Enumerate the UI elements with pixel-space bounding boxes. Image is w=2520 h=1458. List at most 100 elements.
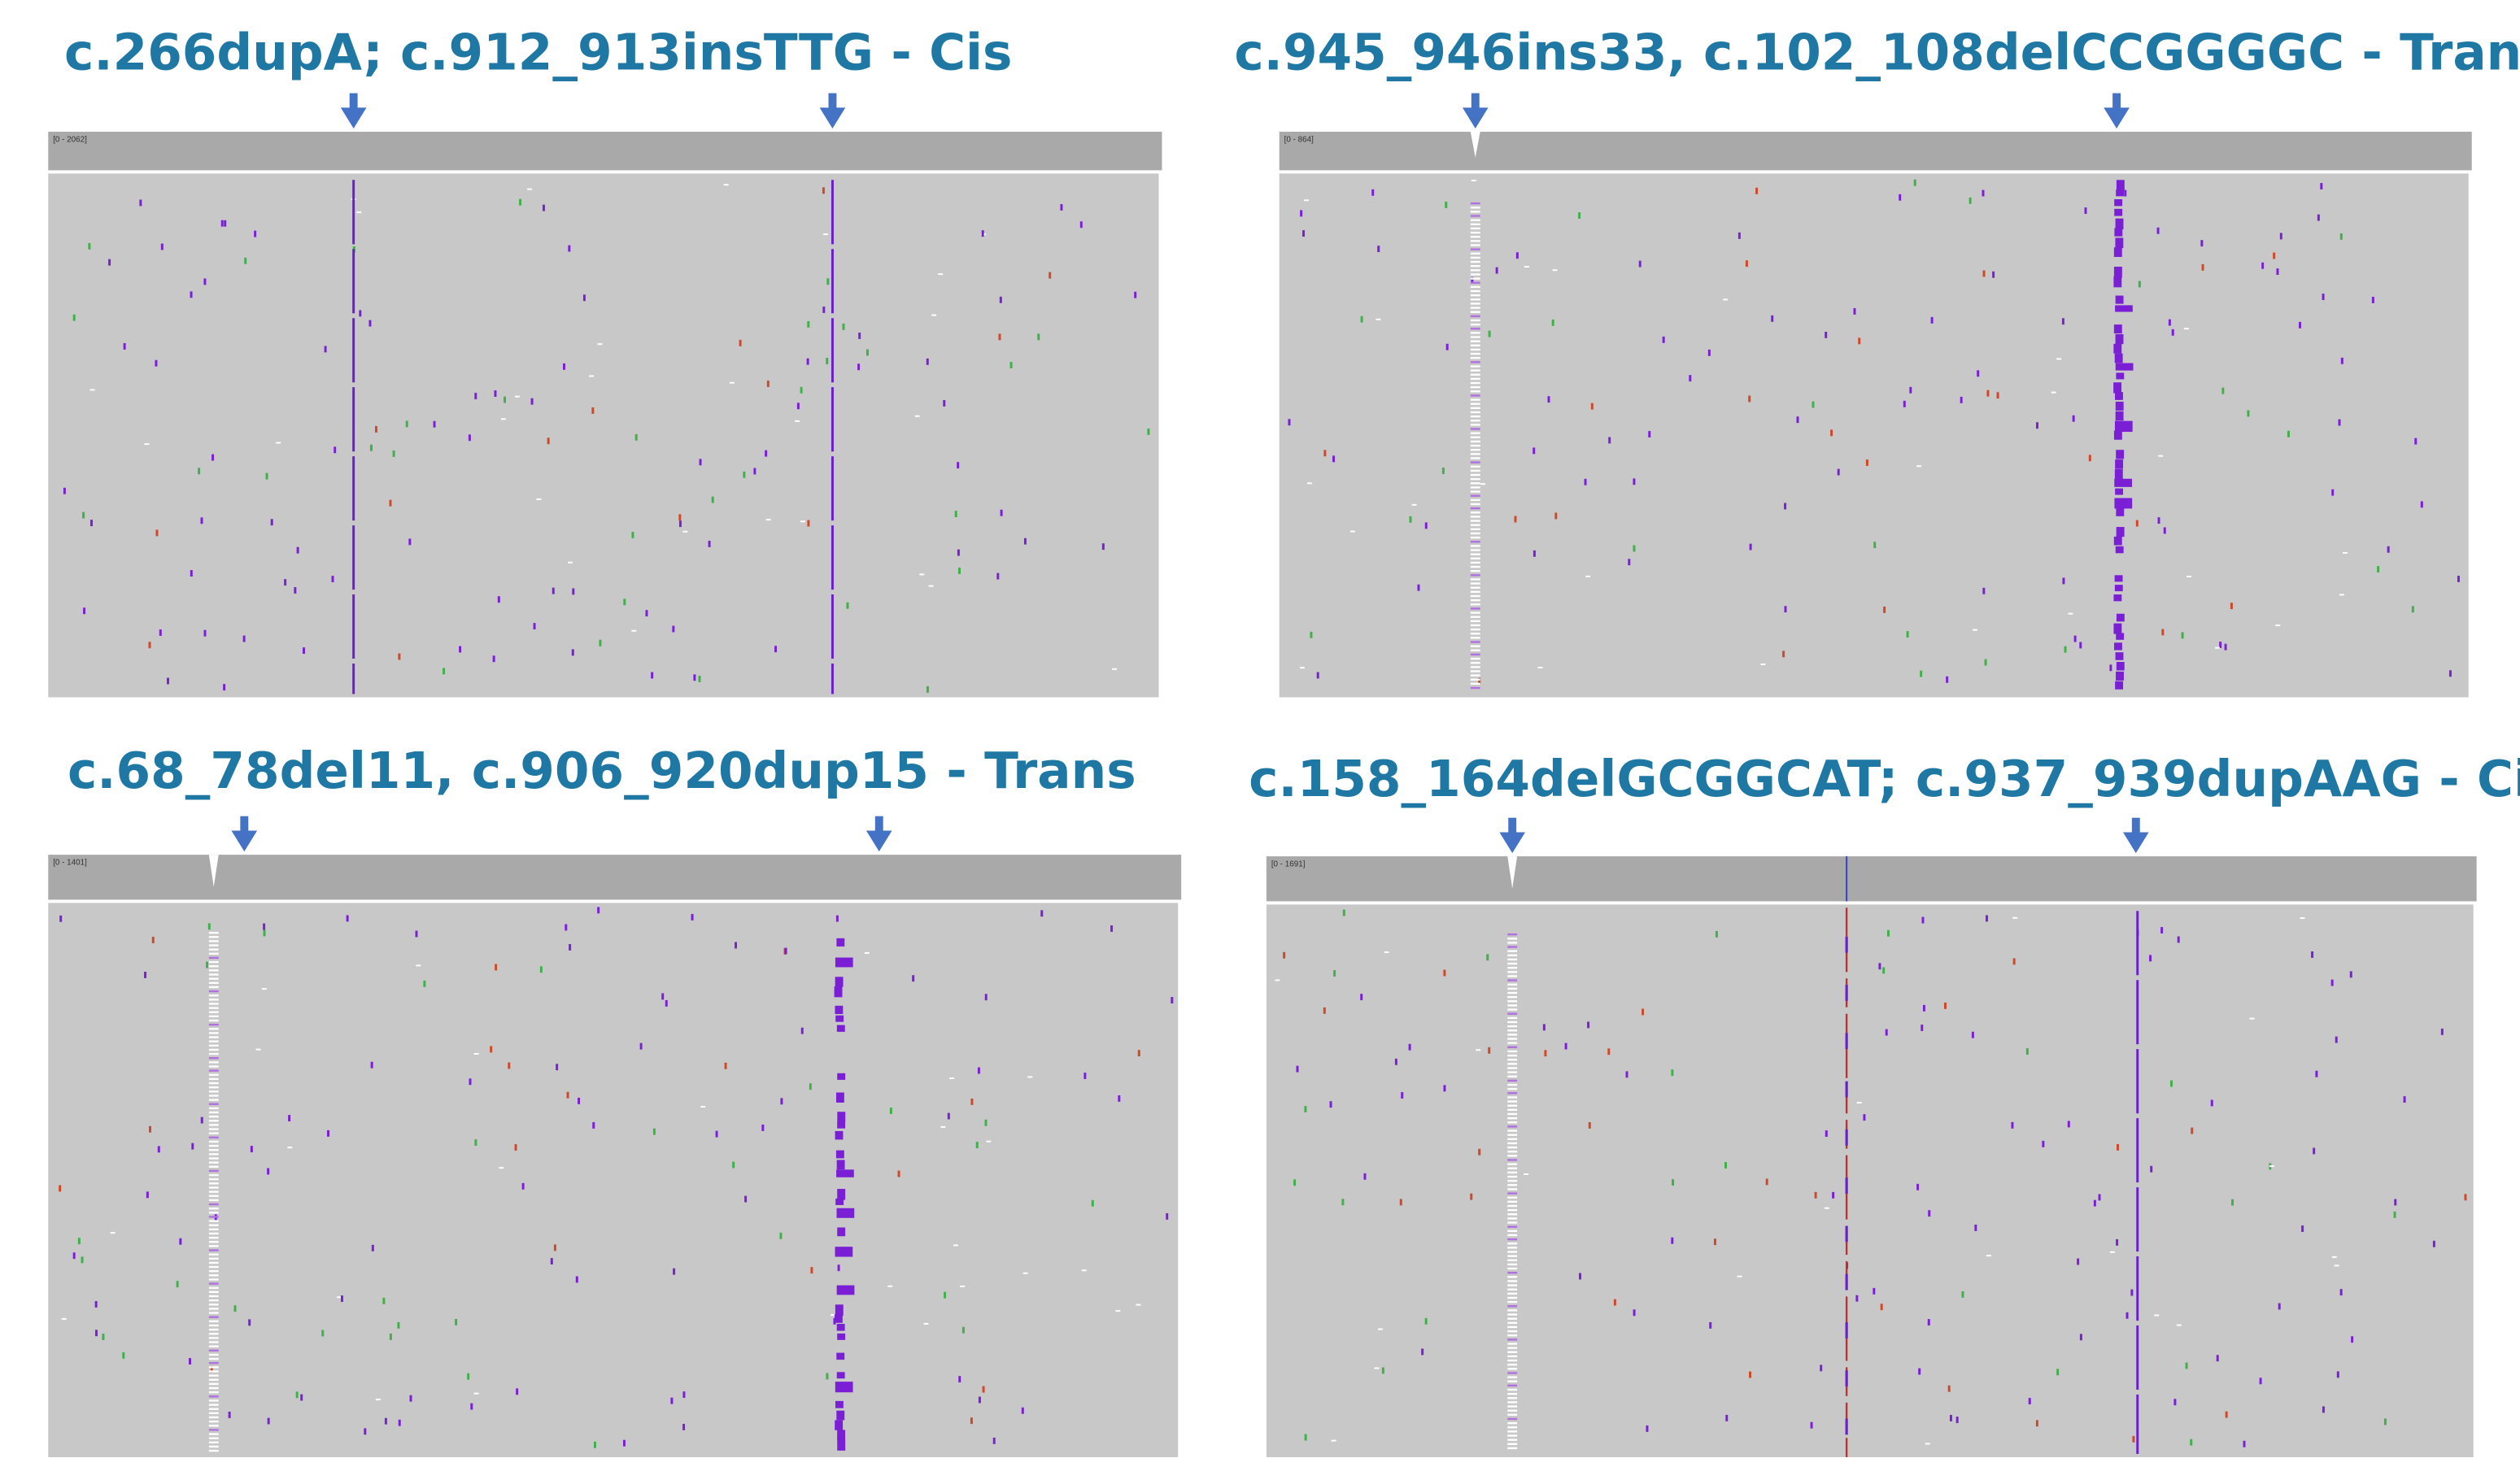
deletion-mark — [1507, 1025, 1517, 1027]
read-mismatch — [1147, 429, 1149, 435]
read-mismatch — [1410, 516, 1412, 523]
read-mismatch — [1961, 1291, 1964, 1298]
read-mismatch — [1333, 970, 1336, 977]
read-mismatch — [144, 972, 146, 978]
insertion-block — [2116, 219, 2124, 229]
deletion-mark — [1471, 470, 1480, 472]
read-mismatch — [474, 393, 477, 399]
deletion-mark — [1471, 282, 1480, 284]
read-mismatch — [2169, 320, 2171, 326]
read-mismatch — [1112, 668, 1117, 670]
insertion-block — [2113, 624, 2121, 634]
deletion-mark — [209, 940, 219, 942]
read-mismatch — [2313, 1148, 2315, 1155]
insertion-block — [2114, 247, 2122, 257]
coverage-track — [48, 855, 1181, 899]
deletion-mark — [1471, 244, 1480, 246]
deletion-mark — [209, 1116, 219, 1117]
deletion-mark — [209, 1433, 219, 1434]
read-mismatch — [1489, 331, 1491, 337]
coverage-range: [0 - 1691] — [1271, 860, 1306, 869]
read-mismatch — [2089, 455, 2091, 461]
deletion-mark — [1507, 1172, 1517, 1173]
read-mismatch — [469, 1078, 472, 1085]
read-mismatch — [724, 184, 729, 185]
read-mismatch — [1000, 297, 1002, 303]
read-mismatch — [139, 200, 142, 207]
read-mismatch — [223, 684, 225, 690]
read-mismatch — [364, 1428, 366, 1434]
read-mismatch — [2394, 1212, 2396, 1218]
read-mismatch — [2110, 1251, 2115, 1253]
read-mismatch — [761, 1125, 764, 1131]
coverage-track — [1267, 856, 2477, 901]
deletion-mark — [1507, 1000, 1517, 1002]
read-mismatch — [1350, 531, 1355, 533]
deletion-mark — [209, 1161, 219, 1163]
deletion-mark — [209, 1074, 219, 1076]
read-mismatch — [2277, 268, 2279, 275]
read-mismatch — [406, 420, 408, 427]
deletion-mark — [209, 1395, 219, 1397]
arrow-shaft — [829, 94, 837, 110]
read-mismatch — [958, 1376, 961, 1382]
deletion-mark — [1507, 984, 1517, 986]
read-mismatch — [732, 1162, 735, 1169]
read-mismatch — [765, 450, 767, 457]
read-mismatch — [753, 468, 756, 475]
insertion-block — [2114, 431, 2122, 440]
read-mismatch — [700, 1106, 705, 1108]
insertion-block — [837, 1372, 845, 1378]
read-mismatch — [565, 924, 567, 930]
insertion-block — [2116, 633, 2124, 639]
deletion-mark — [1471, 486, 1480, 488]
deletion-mark — [1507, 971, 1517, 973]
insertion-block — [835, 1016, 844, 1022]
read-mismatch — [1323, 450, 1326, 456]
deletion-mark — [1507, 1268, 1517, 1269]
igv-panel: c.158_164delGCGGCAT; c.937_939dupAAG - C… — [1249, 751, 2520, 1457]
read-mismatch — [1395, 1059, 1397, 1065]
deletion-mark — [209, 1249, 219, 1251]
read-mismatch — [1425, 522, 1428, 529]
read-mismatch — [124, 343, 126, 350]
read-mismatch — [926, 359, 929, 365]
deletion-mark — [1507, 1100, 1517, 1102]
read-mismatch — [287, 1147, 292, 1148]
read-mismatch — [1445, 202, 1447, 208]
deletion-mark — [1507, 1042, 1517, 1043]
read-mismatch — [1855, 1295, 1858, 1302]
arrow-shaft — [1508, 818, 1516, 834]
read-mismatch — [2062, 318, 2064, 324]
read-mismatch — [2200, 240, 2203, 246]
read-mismatch — [2433, 1241, 2435, 1247]
read-mismatch — [189, 1358, 191, 1364]
read-mismatch — [83, 607, 85, 614]
deletion-mark — [1471, 207, 1480, 208]
insertion-block — [2113, 344, 2121, 354]
insertion-block — [2113, 382, 2121, 393]
read-mismatch — [1982, 190, 1985, 197]
read-mismatch — [766, 519, 771, 520]
deletion-mark — [1471, 420, 1480, 421]
read-mismatch — [1633, 1309, 1636, 1316]
read-mismatch — [1960, 397, 1963, 403]
read-mismatch — [890, 1108, 892, 1114]
read-mismatch — [201, 517, 203, 524]
deletion-mark — [1471, 658, 1480, 659]
deletion-mark — [209, 1278, 219, 1280]
read-mismatch — [1136, 1304, 1140, 1306]
deletion-mark — [209, 1112, 219, 1113]
read-mismatch — [682, 531, 687, 533]
read-mismatch — [983, 1386, 985, 1393]
arrow-head — [2104, 107, 2130, 128]
read-mismatch — [2260, 1377, 2262, 1384]
deletion-mark — [1507, 1088, 1517, 1090]
insertion-block — [2116, 672, 2124, 681]
read-mismatch — [809, 1083, 812, 1090]
deletion-mark — [1471, 353, 1480, 355]
read-mismatch — [2332, 1256, 2337, 1258]
read-mismatch — [1537, 667, 1542, 668]
deletion-mark — [209, 1354, 219, 1356]
read-mismatch — [1118, 1095, 1120, 1102]
